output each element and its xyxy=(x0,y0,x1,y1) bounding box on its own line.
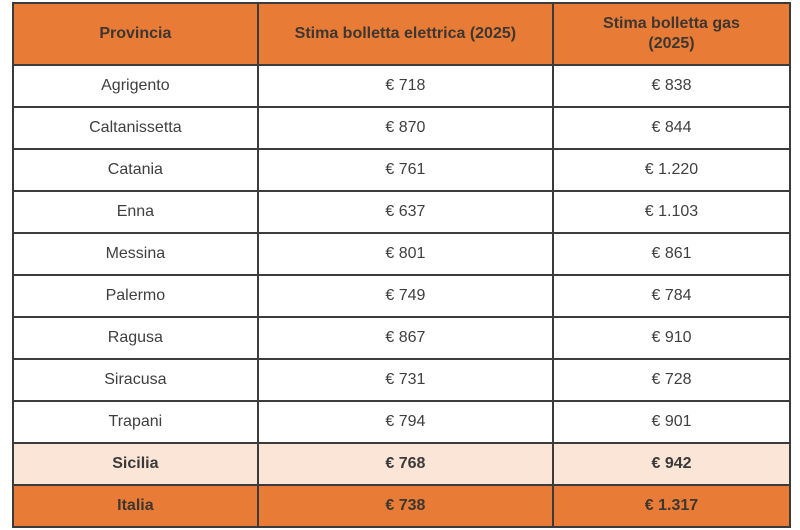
cell-elettrica: € 761 xyxy=(256,148,555,192)
cell-elettrica: € 749 xyxy=(256,274,555,318)
table-header-row: Provincia Stima bolletta elettrica (2025… xyxy=(12,2,791,66)
table-row-ragusa: Ragusa € 867 € 910 xyxy=(12,316,791,360)
table-row-italia-total: Italia € 738 € 1.317 xyxy=(12,484,791,528)
table-row-caltanissetta: Caltanissetta € 870 € 844 xyxy=(12,106,791,150)
cell-provincia: Agrigento xyxy=(12,64,259,108)
table-row-catania: Catania € 761 € 1.220 xyxy=(12,148,791,192)
bills-table: Provincia Stima bolletta elettrica (2025… xyxy=(12,2,791,528)
cell-provincia: Catania xyxy=(12,148,259,192)
cell-gas: € 1.220 xyxy=(552,148,791,192)
cell-provincia: Italia xyxy=(12,484,259,528)
cell-provincia: Palermo xyxy=(12,274,259,318)
cell-provincia: Enna xyxy=(12,190,259,234)
cell-provincia: Trapani xyxy=(12,400,259,444)
cell-gas: € 1.317 xyxy=(552,484,791,528)
table-row-palermo: Palermo € 749 € 784 xyxy=(12,274,791,318)
cell-provincia: Caltanissetta xyxy=(12,106,259,150)
table-row-messina: Messina € 801 € 861 xyxy=(12,232,791,276)
cell-gas: € 910 xyxy=(552,316,791,360)
header-gas-label: Stima bolletta gas (2025) xyxy=(603,15,740,52)
header-provincia-label: Provincia xyxy=(99,25,172,42)
cell-elettrica: € 801 xyxy=(256,232,555,276)
cell-gas: € 728 xyxy=(552,358,791,402)
cell-elettrica: € 870 xyxy=(256,106,555,150)
cell-elettrica: € 738 xyxy=(256,484,555,528)
header-elettrica: Stima bolletta elettrica (2025) xyxy=(256,2,555,66)
cell-elettrica: € 731 xyxy=(256,358,555,402)
cell-provincia: Sicilia xyxy=(12,442,259,486)
cell-provincia: Ragusa xyxy=(12,316,259,360)
cell-elettrica: € 718 xyxy=(256,64,555,108)
cell-elettrica: € 867 xyxy=(256,316,555,360)
cell-gas: € 942 xyxy=(552,442,791,486)
cell-gas: € 838 xyxy=(552,64,791,108)
table-row-enna: Enna € 637 € 1.103 xyxy=(12,190,791,234)
cell-provincia: Siracusa xyxy=(12,358,259,402)
cell-gas: € 901 xyxy=(552,400,791,444)
table-row-agrigento: Agrigento € 718 € 838 xyxy=(12,64,791,108)
header-gas: Stima bolletta gas (2025) xyxy=(552,2,791,66)
cell-elettrica: € 794 xyxy=(256,400,555,444)
table-row-trapani: Trapani € 794 € 901 xyxy=(12,400,791,444)
cell-gas: € 844 xyxy=(552,106,791,150)
cell-gas: € 1.103 xyxy=(552,190,791,234)
table-row-sicilia-summary: Sicilia € 768 € 942 xyxy=(12,442,791,486)
cell-gas: € 784 xyxy=(552,274,791,318)
table-row-siracusa: Siracusa € 731 € 728 xyxy=(12,358,791,402)
cell-elettrica: € 637 xyxy=(256,190,555,234)
header-elettrica-label: Stima bolletta elettrica (2025) xyxy=(294,25,517,42)
cell-provincia: Messina xyxy=(12,232,259,276)
cell-gas: € 861 xyxy=(552,232,791,276)
header-provincia: Provincia xyxy=(12,2,259,66)
cell-elettrica: € 768 xyxy=(256,442,555,486)
